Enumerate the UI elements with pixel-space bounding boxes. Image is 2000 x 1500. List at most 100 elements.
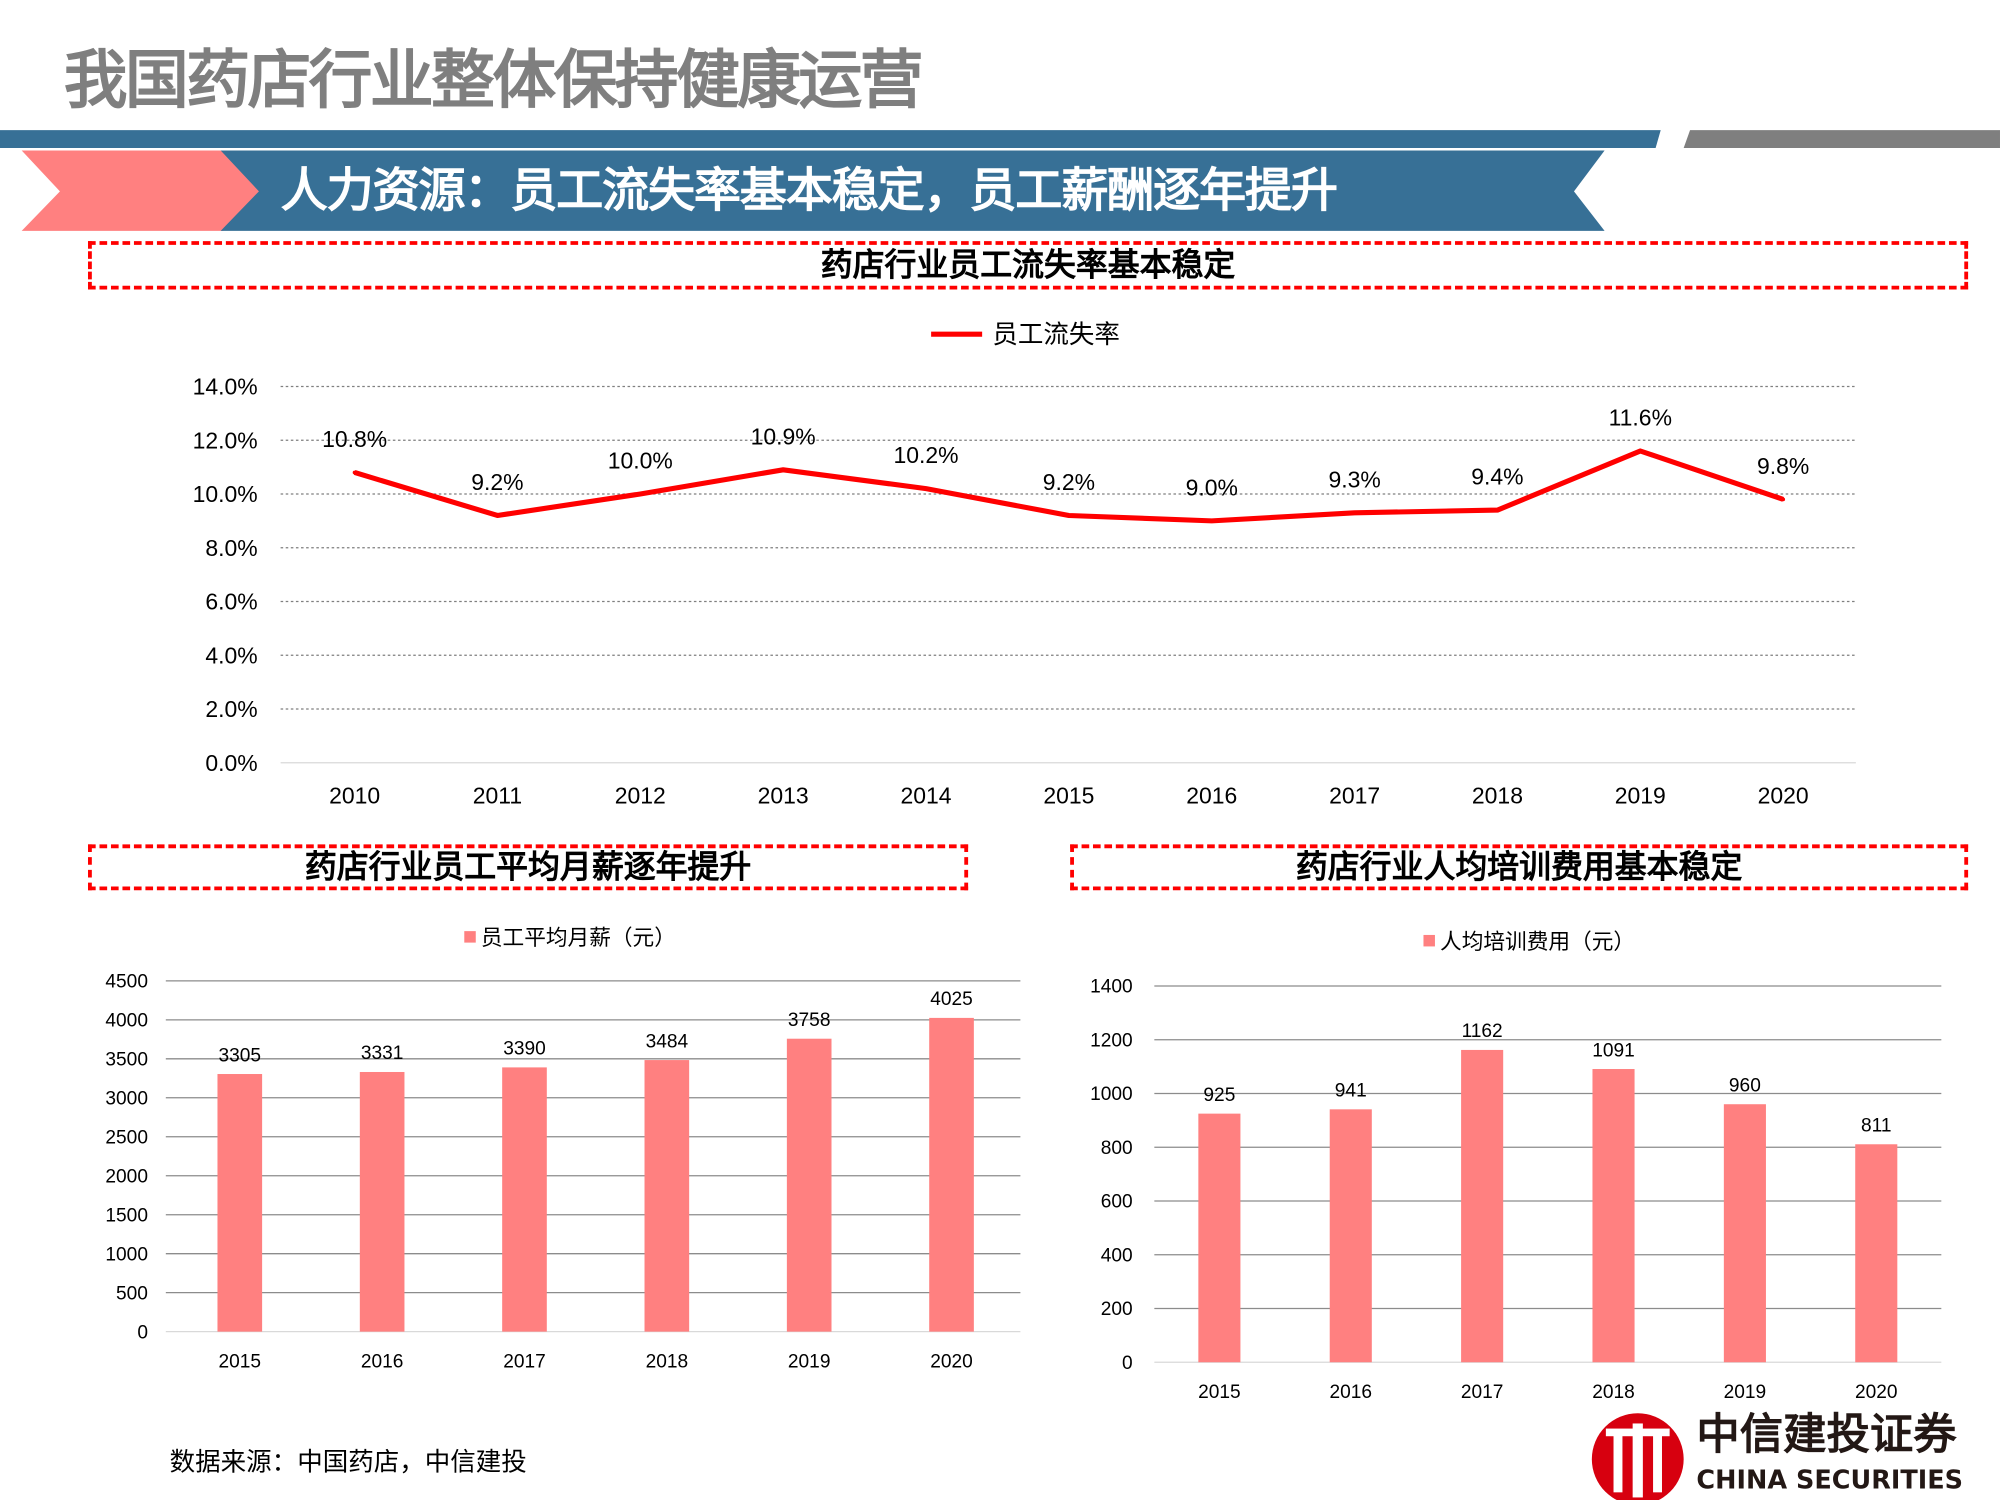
x-tick-label: 2017 [1329,783,1380,809]
x-tick-label: 2017 [503,1351,546,1372]
bar [1198,1113,1241,1363]
data-label: 3484 [646,1031,689,1052]
y-tick-label: 1000 [105,1244,148,1265]
legend-swatch [464,931,476,943]
bar [1329,1109,1372,1363]
y-tick-label: 800 [1101,1138,1133,1159]
y-tick-label: 0 [1122,1353,1133,1374]
y-tick-label: 0 [137,1322,148,1343]
chart-title: 药店行业员工平均月薪逐年提升 [304,848,752,886]
bar [929,1017,974,1332]
y-tick-label: 1400 [1090,977,1133,998]
data-label: 9.8% [1757,453,1809,479]
header-gray-bar [1683,130,2000,148]
data-label: 3758 [788,1010,831,1031]
legend-label: 员工平均月薪（元） [481,925,676,950]
x-tick-label: 2016 [1329,1382,1372,1403]
y-tick-label: 1500 [105,1205,148,1226]
bar [217,1074,263,1332]
chart-title: 药店行业员工流失率基本稳定 [820,246,1236,284]
header-decoration [0,130,2000,231]
x-tick-label: 2020 [930,1351,973,1372]
x-tick-label: 2013 [758,783,809,809]
y-tick-label: 2000 [105,1166,148,1187]
data-label: 9.0% [1186,474,1238,500]
chart-title-box: 药店行业人均培训费用基本稳定 [1070,844,1969,891]
x-tick-label: 2018 [1472,783,1523,809]
data-label: 3390 [503,1039,546,1060]
data-label: 9.3% [1328,466,1380,492]
data-label: 10.0% [608,447,673,473]
y-tick-label: 1000 [1090,1084,1133,1105]
x-tick-label: 2012 [615,783,666,809]
y-tick-label: 4000 [105,1011,148,1032]
chart-title: 药店行业人均培训费用基本稳定 [1295,848,1743,886]
data-label: 11.6% [1609,404,1672,430]
data-label: 9.2% [1043,469,1095,495]
y-tick-label: 4.0% [205,642,257,668]
data-point [1066,513,1071,518]
data-point [924,486,928,491]
data-label: 1091 [1592,1040,1635,1061]
logo-text-cn: 中信建投证券 [1696,1409,1957,1461]
data-point [1209,518,1214,523]
x-tick-label: 2020 [1758,783,1809,809]
china-securities-logo-icon [1591,1413,1684,1500]
page-title: 我国药店行业整体保持健康运营 [63,43,924,118]
y-tick-label: 4500 [105,972,148,993]
bar [786,1038,832,1332]
data-label: 10.9% [751,423,816,449]
x-tick-label: 2018 [1592,1382,1635,1403]
y-tick-label: 0.0% [205,750,257,776]
legend-label: 人均培训费用（元） [1440,929,1635,954]
x-tick-label: 2016 [1186,783,1237,809]
data-label: 9.4% [1471,464,1523,490]
data-label: 4025 [930,989,973,1010]
bar [644,1060,690,1332]
data-label: 10.2% [893,442,958,468]
data-point [781,467,786,472]
banner-chevron [21,150,262,231]
x-tick-label: 2017 [1461,1382,1504,1403]
data-label: 941 [1335,1081,1367,1102]
x-tick-label: 2014 [901,783,952,809]
x-tick-label: 2018 [646,1351,689,1372]
legend-swatch [1423,934,1435,947]
y-tick-label: 500 [116,1283,148,1304]
data-point [352,470,357,475]
x-tick-label: 2015 [219,1351,262,1372]
x-tick-label: 2011 [473,783,522,809]
y-tick-label: 3500 [105,1050,148,1071]
y-tick-label: 2500 [105,1127,148,1148]
bar [1855,1144,1898,1363]
y-tick-label: 2.0% [205,696,257,722]
y-tick-label: 3000 [105,1088,148,1109]
y-tick-label: 6.0% [205,589,257,615]
x-tick-label: 2016 [361,1351,404,1372]
logo-text-en: CHINA SECURITIES [1696,1464,1964,1495]
data-point [1352,510,1357,515]
data-label: 10.8% [322,426,387,452]
data-point [638,492,643,496]
y-tick-label: 12.0% [193,427,258,453]
y-tick-label: 1200 [1090,1030,1133,1051]
data-label: 960 [1729,1075,1761,1096]
x-tick-label: 2010 [329,783,380,809]
x-tick-label: 2015 [1198,1382,1241,1403]
header-blue-bar [0,130,1661,148]
section-banner-title: 人力资源：员工流失率基本稳定，员工薪酬逐年提升 [280,163,1338,219]
y-tick-label: 10.0% [193,481,258,507]
data-point [1781,497,1786,502]
legend-label: 员工流失率 [992,321,1120,349]
data-point [1638,449,1643,453]
data-label: 811 [1861,1116,1892,1137]
chart-title-box: 药店行业员工流失率基本稳定 [88,241,1969,290]
y-tick-label: 14.0% [193,374,258,400]
x-tick-label: 2020 [1855,1382,1898,1403]
chart-title-box: 药店行业员工平均月薪逐年提升 [88,844,969,891]
y-tick-label: 200 [1101,1299,1133,1320]
bar [1592,1069,1635,1363]
x-tick-label: 2019 [1724,1382,1767,1403]
